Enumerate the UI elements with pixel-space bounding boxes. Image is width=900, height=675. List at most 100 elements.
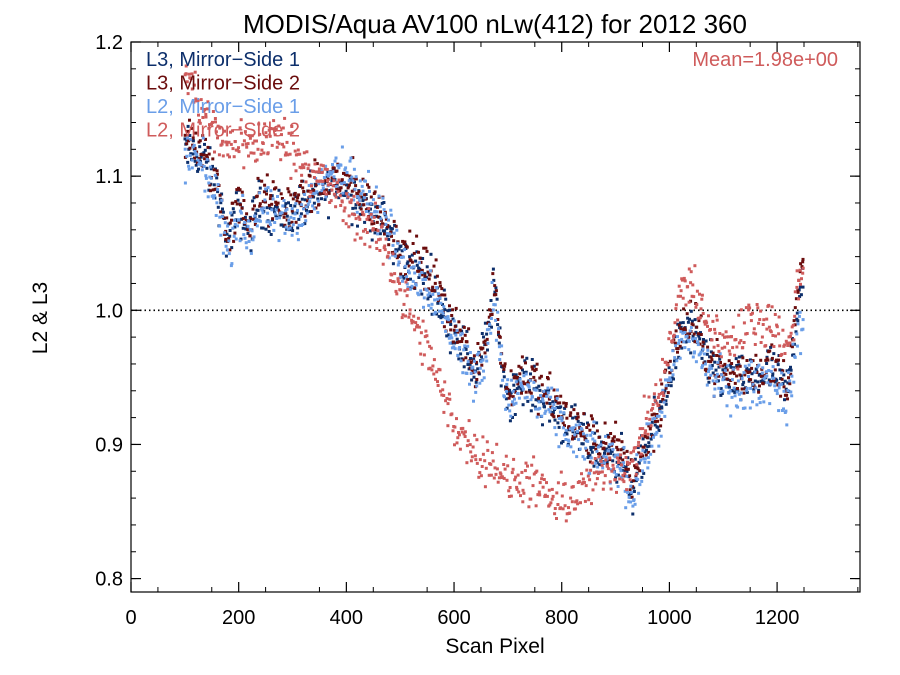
- data-point: [461, 358, 465, 362]
- data-point: [412, 314, 416, 318]
- data-point: [282, 145, 286, 149]
- data-point: [358, 179, 362, 183]
- data-point: [715, 318, 719, 322]
- data-point: [799, 282, 802, 286]
- data-point: [751, 382, 755, 386]
- data-point: [466, 344, 470, 348]
- data-point: [295, 211, 299, 215]
- data-point: [757, 396, 761, 400]
- data-point: [696, 316, 700, 320]
- data-point: [739, 339, 743, 343]
- data-point: [697, 319, 701, 323]
- data-point: [364, 179, 367, 183]
- data-point: [491, 459, 495, 463]
- data-point: [778, 368, 782, 372]
- data-point: [581, 477, 585, 481]
- data-point: [238, 239, 242, 243]
- data-point: [801, 327, 805, 331]
- data-point: [409, 259, 413, 263]
- data-point: [553, 426, 557, 430]
- data-point: [746, 371, 750, 374]
- data-point: [237, 146, 240, 150]
- data-point: [652, 392, 656, 396]
- data-point: [301, 186, 305, 190]
- data-point: [546, 386, 550, 390]
- data-point: [451, 429, 455, 433]
- data-point: [701, 312, 705, 315]
- data-point: [482, 376, 486, 380]
- data-point: [795, 344, 799, 348]
- data-point: [422, 246, 426, 250]
- data-point: [264, 227, 268, 231]
- data-point: [481, 435, 485, 439]
- data-point: [581, 455, 585, 459]
- data-point: [535, 386, 539, 390]
- data-point: [517, 490, 521, 494]
- data-point: [290, 131, 294, 135]
- data-point: [633, 457, 637, 461]
- data-point: [710, 364, 714, 367]
- data-point: [594, 447, 598, 451]
- data-point: [595, 461, 599, 465]
- data-point: [540, 473, 544, 477]
- data-point: [442, 288, 446, 292]
- data-point: [515, 485, 519, 489]
- data-point: [323, 179, 327, 183]
- data-point: [742, 371, 746, 375]
- data-point: [223, 221, 227, 225]
- data-point: [232, 155, 236, 159]
- data-point: [236, 224, 239, 228]
- data-point: [221, 251, 225, 255]
- data-point: [305, 211, 309, 215]
- data-point: [401, 239, 405, 243]
- data-point: [733, 353, 737, 357]
- data-point: [720, 392, 724, 395]
- data-point: [274, 186, 278, 190]
- data-point: [522, 491, 526, 495]
- data-point: [557, 417, 561, 420]
- data-point: [738, 364, 742, 368]
- data-point: [585, 426, 589, 429]
- data-point: [530, 463, 534, 467]
- data-point: [390, 273, 394, 277]
- data-point: [221, 210, 225, 214]
- data-point: [670, 368, 673, 372]
- data-point: [275, 205, 279, 209]
- data-point: [284, 151, 288, 155]
- data-point: [523, 469, 527, 473]
- data-point: [262, 151, 266, 155]
- data-point: [651, 406, 655, 410]
- data-point: [795, 269, 799, 273]
- data-point: [680, 346, 684, 350]
- data-point: [300, 166, 303, 170]
- data-point: [455, 340, 459, 344]
- data-point: [436, 297, 440, 301]
- data-point: [306, 167, 310, 171]
- data-point: [354, 184, 358, 188]
- data-point: [749, 360, 753, 364]
- data-point: [379, 210, 382, 214]
- data-point: [644, 453, 648, 457]
- data-point: [373, 209, 377, 213]
- data-point: [791, 323, 795, 327]
- data-point: [709, 355, 713, 359]
- data-point: [669, 331, 672, 335]
- y-axis-label: L2 & L3: [29, 282, 52, 354]
- data-point: [288, 226, 292, 230]
- data-point: [262, 206, 266, 210]
- data-point: [401, 313, 405, 317]
- data-point: [470, 378, 474, 382]
- y-tick-label: 0.9: [95, 434, 123, 456]
- data-point: [507, 495, 511, 498]
- data-point: [424, 246, 428, 250]
- data-point: [258, 202, 262, 206]
- data-point: [699, 307, 703, 311]
- data-point: [618, 456, 622, 460]
- data-point: [244, 219, 248, 222]
- data-point: [569, 496, 573, 500]
- data-point: [388, 279, 392, 283]
- data-point: [775, 378, 779, 382]
- data-point: [643, 431, 647, 435]
- data-point: [567, 506, 570, 510]
- data-point: [507, 396, 511, 400]
